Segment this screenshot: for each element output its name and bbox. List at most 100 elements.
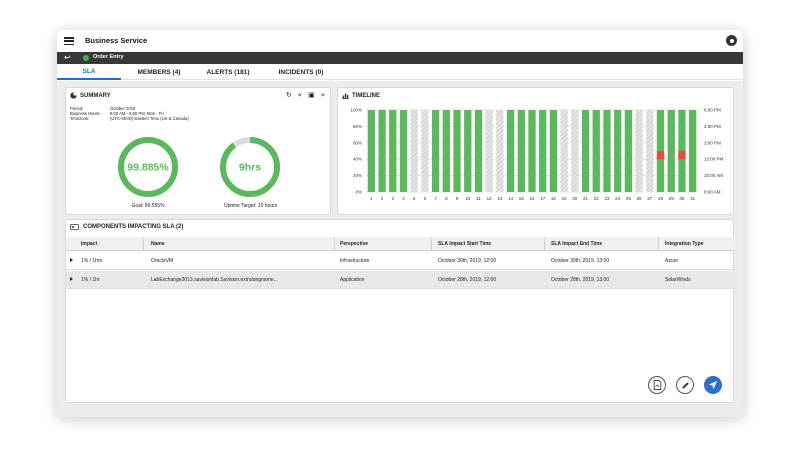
timeline-bar [539,110,547,192]
y-tick-left: 20% [353,173,362,178]
timeline-bar [431,110,440,192]
column-divider [431,237,432,251]
expand-row-icon[interactable] [70,258,73,262]
timeline-bar [581,110,590,192]
x-tick-label: 6 [424,196,427,201]
column-divider [143,237,144,251]
meta-business-hours: Business Hours: 8:00 AM - 6:00 PM, Mon - … [70,111,189,116]
timeline-bar [635,110,643,192]
y-tick-right: 2:00 PM [704,140,721,145]
cell-impact: 1% / 1hrs [81,258,103,264]
x-tick-label: 14 [508,196,514,201]
cell-name: LabExchange2013.savisionlab.Savision.ext… [151,277,278,283]
timeline-bar [667,110,675,192]
x-tick-label: 25 [626,196,632,201]
meta-period: Period: October 2019 [70,106,189,111]
x-tick-label: 31 [690,196,696,201]
timeline-chart: 100% 80% 60% 40% 20% 0% 6:00 PM 4:00 PM 2:00 PM 1… [350,108,723,202]
tab-members[interactable]: MEMBERS (4) [137,68,181,76]
timeline-bar [389,110,397,192]
y-tick-right: 4:00 PM [704,124,721,129]
component-icon [70,224,79,230]
x-tick-label: 8 [445,196,448,201]
meta-timezone: Timezone: (UTC-05:00) Eastern Time (US & … [70,116,189,121]
cell-integration-type: Azure [665,258,679,264]
timeline-bar [453,110,461,192]
components-header: COMPONENTS IMPACTING SLA (2) [70,224,183,230]
sla-donut-arc [118,137,178,197]
last-page-icon[interactable]: » [320,91,325,99]
uptime-target: Uptime Target: 10 hours [224,203,278,209]
export-pdf-button[interactable] [648,376,666,394]
menu-icon[interactable] [64,37,74,45]
edit-button[interactable] [676,376,694,394]
tab-alerts[interactable]: ALERTS (181) [206,68,250,76]
x-tick-label: 24 [615,196,621,201]
incident-mark [678,151,686,160]
timeline-bar [399,110,408,192]
timeline-bar [624,110,633,192]
timeline-bar [506,110,515,192]
cell-name: OracleVM [151,258,174,264]
x-tick-label: 10 [465,196,471,201]
column-end-time[interactable]: SLA Impact End Time [551,241,603,247]
timeline-bar [560,110,568,192]
edit-icon [681,381,689,389]
column-perspective[interactable]: Perspective [340,241,369,247]
x-tick-label: 7 [434,196,437,201]
cell-perspective: Application [340,277,365,283]
settings-icon[interactable] [726,35,737,46]
timeline-bar [367,110,375,192]
tab-sla[interactable]: SLA [57,64,121,80]
x-tick-label: 13 [497,196,503,201]
column-name[interactable]: Name [151,241,165,247]
uptime-donut-chart: 9hrs [220,137,280,197]
timeline-bar [614,110,622,192]
cell-integration-type: SolarWinds [665,277,691,283]
uptime-value: 9hrs [239,162,261,174]
cell-end-time: October 28th, 2019, 13:00 [551,277,610,283]
y-tick-left: 80% [353,124,362,129]
summary-header: SUMMARY [70,92,111,99]
meta-key: Timezone: [70,116,90,121]
tab-incidents[interactable]: INCIDENTS (0) [278,68,324,76]
x-tick-label: 12 [487,196,493,201]
timeline-bar [485,110,493,192]
timeline-header: TIMELINE [342,92,380,99]
column-integration-type[interactable]: Integration Type [665,241,704,247]
launch-button[interactable] [704,376,722,394]
sla-donut: 99.885% [116,135,180,199]
sla-value: 99.885% [127,162,169,174]
column-start-time[interactable]: SLA Impact Start Time [438,241,492,247]
timeline-bar [549,110,558,192]
y-tick-left: 40% [353,157,362,162]
calendar-icon[interactable]: ▣ [308,91,315,99]
back-arrow-icon[interactable]: ↩ [64,53,71,62]
column-impact[interactable]: Impact ↓ [81,241,101,247]
sort-desc-icon[interactable]: ↓ [98,241,102,247]
timeline-bar [496,110,504,192]
x-tick-label: 5 [413,196,416,201]
first-page-icon[interactable]: « [297,91,303,99]
y-tick-left: 100% [350,108,362,113]
expand-row-icon[interactable] [70,277,73,281]
table-row[interactable]: 1% / 1hrs OracleVM Infrastructure Octobe… [66,252,735,270]
column-divider [658,237,659,251]
column-divider [334,237,335,251]
x-tick-label: 2 [381,196,384,201]
timeline-panel: TIMELINE 100% 80% 60% 40% 20% 0% 6:00 PM 4:00 P… [337,87,734,215]
breadcrumb-label: Order Entry [93,54,124,60]
x-tick-label: 22 [594,196,600,201]
x-tick-label: 30 [679,196,685,201]
pdf-icon [653,380,661,390]
meta-value: 8:00 AM - 6:00 PM, Mon - Fri [110,111,164,116]
x-tick-label: 9 [456,196,459,201]
rocket-icon [709,381,717,389]
table-row[interactable]: 1% / 1hr LabExchange2013.savisionlab.Sav… [66,271,735,289]
cell-start-time: October 30th, 2019, 12:00 [438,258,497,264]
refresh-icon[interactable]: ↻ [285,91,292,99]
timeline-bar [517,110,525,192]
column-impact-label: Impact [81,241,98,247]
y-tick-right: 10:00 AM [704,173,723,178]
meta-key: Period: [70,106,84,111]
